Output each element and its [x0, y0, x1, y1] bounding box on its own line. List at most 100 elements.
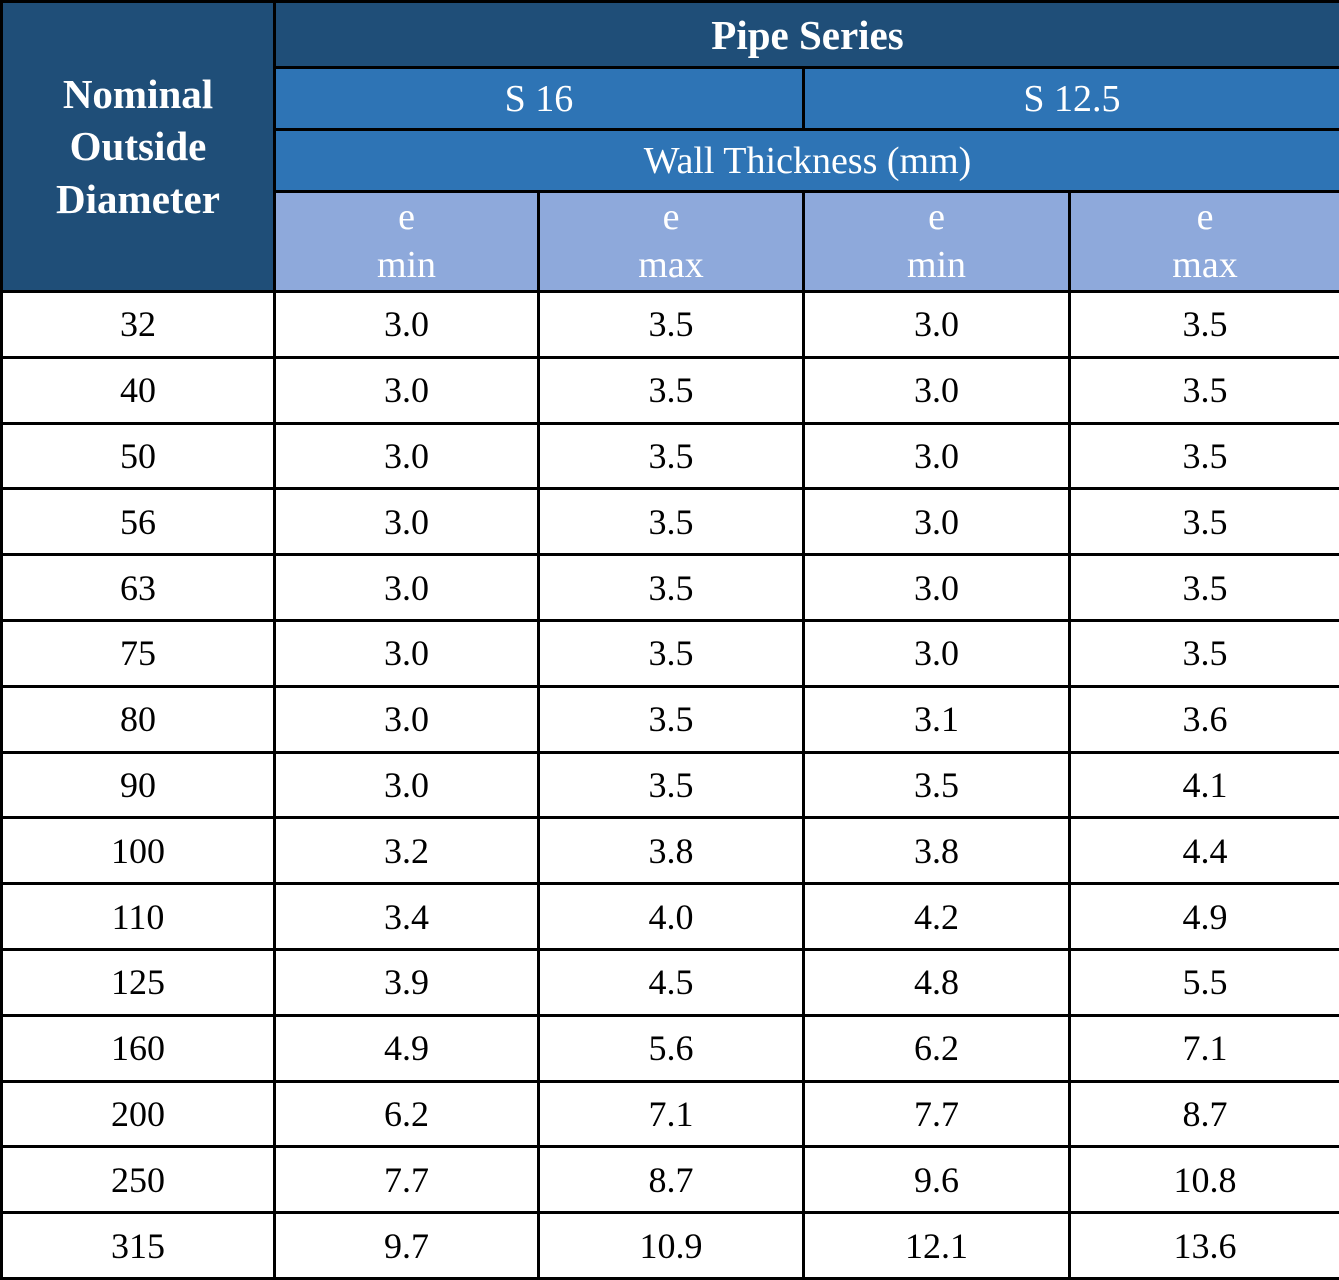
wall-thickness-cell: 3.5: [802, 750, 1071, 820]
wall-thickness-cell: 12.1: [802, 1211, 1071, 1280]
wall-thickness-cell: 9.6: [802, 1145, 1071, 1215]
header-row-wall-thickness: Wall Thickness (mm): [2, 128, 1339, 193]
nominal-diameter-cell: 315: [0, 1211, 276, 1280]
nominal-diameter-cell: 250: [0, 1145, 276, 1215]
table-row: 250 7.7 8.7 9.6 10.8: [0, 1145, 1339, 1215]
table-row: 56 3.0 3.5 3.0 3.5: [0, 487, 1339, 557]
wall-thickness-cell: 3.0: [273, 487, 540, 557]
wall-thickness-cell: 4.1: [1068, 750, 1339, 820]
wall-thickness-cell: 3.0: [802, 487, 1071, 557]
wall-thickness-cell: 3.0: [273, 421, 540, 491]
header-row-series: S 16 S 12.5: [2, 66, 1339, 131]
wall-thickness-cell: 3.5: [1068, 290, 1339, 359]
wall-thickness-cell: 3.5: [537, 553, 805, 622]
nominal-diameter-cell: 56: [0, 487, 276, 557]
nominal-diameter-cell: 160: [0, 1013, 276, 1083]
wall-thickness-cell: 3.5: [537, 618, 805, 688]
sub-header-qualifier: min: [376, 243, 437, 286]
table-row: 80 3.0 3.5 3.1 3.6: [0, 684, 1339, 754]
wall-thickness-cell: 4.2: [802, 882, 1071, 951]
sub-header-qualifier: max: [1172, 243, 1238, 286]
wall-thickness-cell: 3.8: [537, 816, 805, 886]
wall-thickness-cell: 3.0: [273, 750, 540, 820]
wall-thickness-cell: 3.5: [1068, 487, 1339, 557]
table-row: 160 4.9 5.6 6.2 7.1: [0, 1013, 1339, 1083]
nominal-diameter-cell: 90: [0, 750, 276, 820]
wall-thickness-cell: 3.0: [273, 290, 540, 359]
wall-thickness-cell: 8.7: [537, 1145, 805, 1215]
wall-thickness-cell: 3.9: [273, 947, 540, 1017]
wall-thickness-cell: 3.0: [273, 684, 540, 754]
table-row: 100 3.2 3.8 3.8 4.4: [0, 816, 1339, 886]
wall-thickness-cell: 3.0: [273, 553, 540, 622]
nominal-diameter-cell: 80: [0, 684, 276, 754]
nominal-diameter-cell: 125: [0, 947, 276, 1017]
table-header: Nominal Outside Diameter Pipe Series S 1…: [0, 0, 1339, 293]
wall-thickness-cell: 3.8: [802, 816, 1071, 886]
wall-thickness-cell: 4.4: [1068, 816, 1339, 886]
wall-thickness-cell: 6.2: [273, 1079, 540, 1149]
wall-thickness-cell: 4.9: [1068, 882, 1339, 951]
wall-thickness-cell: 3.5: [537, 487, 805, 557]
nominal-diameter-cell: 100: [0, 816, 276, 886]
sub-header-symbol: e: [662, 195, 680, 238]
wall-thickness-cell: 3.4: [273, 882, 540, 951]
wall-thickness-cell: 7.1: [537, 1079, 805, 1149]
nominal-diameter-cell: 63: [0, 553, 276, 622]
table-row: 50 3.0 3.5 3.0 3.5: [0, 421, 1339, 491]
table-row: 315 9.7 10.9 12.1 13.6: [0, 1211, 1339, 1280]
table-row: 75 3.0 3.5 3.0 3.5: [0, 618, 1339, 688]
wall-thickness-cell: 10.8: [1068, 1145, 1339, 1215]
s125-emin-header: e min: [802, 190, 1071, 293]
corner-header-nominal-outside-diameter: Nominal Outside Diameter: [0, 0, 276, 293]
sub-header-symbol: e: [1196, 195, 1214, 238]
sub-header-symbol: e: [928, 195, 945, 238]
s125-emax-header: e max: [1068, 190, 1339, 293]
wall-thickness-cell: 3.0: [273, 618, 540, 688]
wall-thickness-cell: 4.8: [802, 947, 1071, 1017]
wall-thickness-cell: 4.0: [537, 882, 805, 951]
wall-thickness-cell: 3.0: [802, 290, 1071, 359]
wall-thickness-cell: 3.5: [1068, 421, 1339, 491]
nominal-diameter-cell: 75: [0, 618, 276, 688]
nominal-diameter-cell: 32: [0, 290, 276, 359]
table-row: 32 3.0 3.5 3.0 3.5: [0, 290, 1339, 359]
wall-thickness-cell: 13.6: [1068, 1211, 1339, 1280]
wall-thickness-cell: 4.5: [537, 947, 805, 1017]
header-row-pipe-series: Nominal Outside Diameter Pipe Series: [0, 0, 1339, 293]
wall-thickness-cell: 3.1: [802, 684, 1071, 754]
wall-thickness-cell: 7.7: [273, 1145, 540, 1215]
s16-emax-header: e max: [537, 190, 805, 293]
wall-thickness-cell: 3.5: [1068, 355, 1339, 425]
wall-thickness-cell: 3.5: [537, 750, 805, 820]
wall-thickness-cell: 3.5: [537, 421, 805, 491]
wall-thickness-cell: 4.9: [273, 1013, 540, 1083]
wall-thickness-cell: 3.5: [537, 684, 805, 754]
wall-thickness-cell: 8.7: [1068, 1079, 1339, 1149]
nominal-diameter-cell: 40: [0, 355, 276, 425]
table-row: 125 3.9 4.5 4.8 5.5: [0, 947, 1339, 1017]
table-row: 40 3.0 3.5 3.0 3.5: [0, 355, 1339, 425]
nominal-diameter-cell: 50: [0, 421, 276, 491]
wall-thickness-cell: 6.2: [802, 1013, 1071, 1083]
nominal-diameter-cell: 110: [0, 882, 276, 951]
wall-thickness-cell: 3.0: [273, 355, 540, 425]
wall-thickness-cell: 3.0: [802, 421, 1071, 491]
table-row: 90 3.0 3.5 3.5 4.1: [0, 750, 1339, 820]
table-row: 110 3.4 4.0 4.2 4.9: [0, 882, 1339, 951]
wall-thickness-cell: 3.0: [802, 355, 1071, 425]
nominal-diameter-cell: 200: [0, 1079, 276, 1149]
table-body: 32 3.0 3.5 3.0 3.5 40 3.0 3.5 3.0 3.5 50 3.0 3.5 3.0 3…: [0, 290, 1339, 1280]
wall-thickness-cell: 3.5: [1068, 618, 1339, 688]
wall-thickness-cell: 3.2: [273, 816, 540, 886]
s16-emin-header: e min: [273, 190, 540, 293]
wall-thickness-cell: 7.1: [1068, 1013, 1339, 1083]
wall-thickness-cell: 7.7: [802, 1079, 1071, 1149]
wall-thickness-cell: 3.5: [537, 355, 805, 425]
header-row-sub: e min e max e min e max: [2, 190, 1339, 293]
sub-header-qualifier: max: [638, 243, 704, 286]
wall-thickness-header: Wall Thickness (mm): [273, 128, 1339, 193]
series-s125-header: S 12.5: [802, 66, 1339, 131]
wall-thickness-cell: 5.6: [537, 1013, 805, 1083]
wall-thickness-cell: 3.0: [802, 553, 1071, 622]
